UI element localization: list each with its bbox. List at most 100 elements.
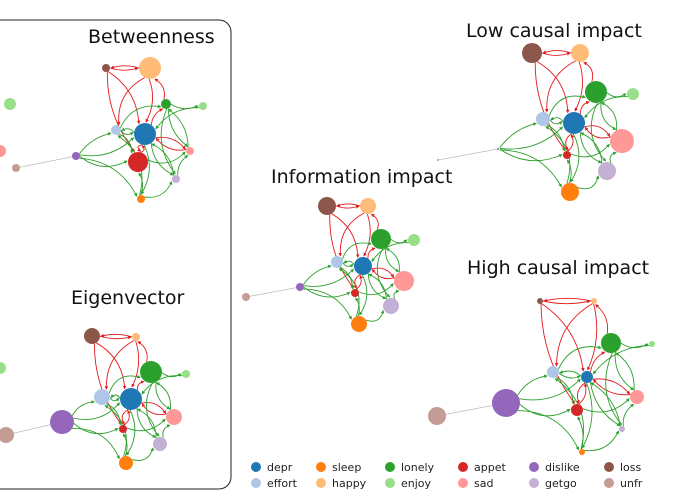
node-lonely [161,99,171,109]
edge [150,108,164,126]
node-loss [102,64,110,72]
legend: depr effort sleep happy lonely enjoy appet sad d… [251,461,643,490]
node-effort [94,389,110,405]
legend-label-sad: sad [474,477,493,490]
edge [162,424,171,438]
node-appet [563,151,571,159]
node-sleep [561,183,579,201]
edge [338,268,360,317]
edge [567,134,575,152]
node-depr [120,388,142,410]
edge [534,62,566,151]
node-unfr [12,164,20,172]
edge [583,61,594,82]
edge [123,410,131,426]
edge [365,309,385,322]
edge [94,343,122,425]
legend-label-sleep: sleep [332,461,361,474]
node-unfr [242,293,250,301]
edge [546,124,566,152]
node-loss [84,328,100,344]
node-happy [571,44,589,62]
edge [106,403,122,426]
edge [120,130,134,136]
edge [108,374,141,394]
eigenvector-title: Eigenvector [71,287,185,309]
node-effort [111,125,121,135]
edge [131,340,140,388]
edge [605,352,622,426]
edge [570,133,580,183]
edge [121,127,135,133]
edge [590,102,607,162]
edge [161,372,182,378]
edge [118,133,134,154]
edge [79,132,112,155]
node-loss [522,43,542,63]
edge [517,410,580,451]
edge [72,428,120,460]
node-happy [139,57,161,79]
edge [104,340,135,390]
low-causal-network [437,43,639,201]
edge [376,248,391,298]
node-appet [571,404,583,416]
edge [126,409,136,456]
edge [338,212,365,257]
node-getgo [153,437,167,451]
edge [590,351,606,373]
edge [368,273,387,300]
edge [390,238,408,244]
edge [144,180,173,198]
node-dislike [72,152,80,160]
legend-swatch-sad [458,478,468,488]
edge [302,264,332,286]
node-effort [331,256,343,268]
edge [570,143,610,158]
centrality-frame [0,19,232,490]
edge [437,148,499,161]
node-lonely [140,361,162,383]
edge [542,50,572,54]
node-depr [581,371,593,383]
edge [138,172,144,196]
edge [106,71,135,153]
edge [393,289,400,300]
node-loss [318,197,336,215]
edge [137,341,148,362]
edge [126,418,166,432]
edge [99,335,132,340]
edge [341,241,372,260]
edge [548,94,586,116]
node-enjoy [199,102,207,110]
edge [543,297,592,303]
edge [331,213,360,258]
node-enjoy [408,234,420,246]
node-enjoy [4,98,16,110]
legend-label-happy: happy [332,477,367,490]
node-sad [610,129,634,153]
edge [303,287,351,298]
edge [609,151,617,164]
edge [593,379,631,396]
edge [123,433,128,457]
betweenness-title: Betweenness [88,26,215,48]
edge [544,60,576,113]
edge [385,248,400,273]
node-unfr [0,427,14,443]
edge [73,423,119,435]
edge [584,125,611,137]
edge [614,351,634,391]
edge [116,77,145,126]
edge [577,416,584,450]
edge [79,137,135,157]
edge [581,382,593,449]
network-panels [0,43,655,470]
edge [141,402,167,415]
edge [367,247,376,259]
node-depr [134,123,156,145]
edge [79,156,128,167]
edge [558,372,581,379]
node-appet [351,289,359,297]
